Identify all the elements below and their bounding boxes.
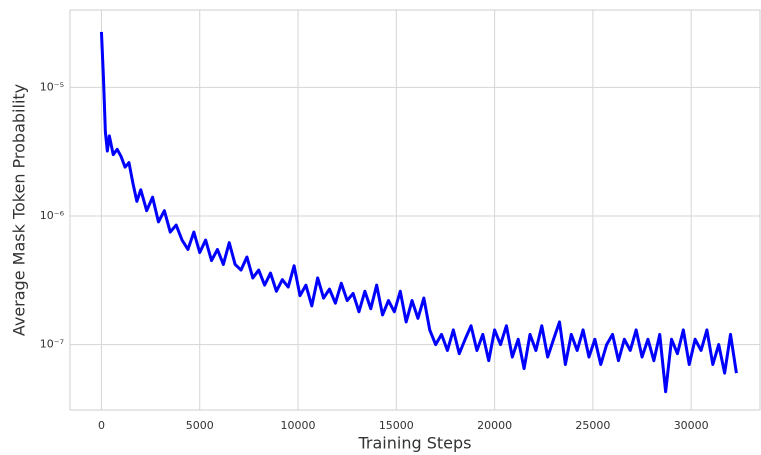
- x-tick-label: 25000: [575, 419, 610, 432]
- y-tick-label: 10⁻⁵: [40, 80, 64, 93]
- line-series: [99, 31, 738, 394]
- x-tick-label: 0: [98, 419, 105, 432]
- y-axis-label: Average Mask Token Probability: [10, 84, 29, 336]
- x-tick-label: 30000: [674, 419, 709, 432]
- x-axis-label: Training Steps: [358, 434, 472, 453]
- x-tick-label: 15000: [379, 419, 414, 432]
- plot-frame: [69, 9, 761, 411]
- y-tick-label: 10⁻⁶: [40, 209, 65, 222]
- x-tick-label: 5000: [186, 419, 214, 432]
- x-tick-label: 20000: [477, 419, 512, 432]
- x-tick-label: 10000: [281, 419, 316, 432]
- y-tick-label: 10⁻⁷: [40, 338, 64, 351]
